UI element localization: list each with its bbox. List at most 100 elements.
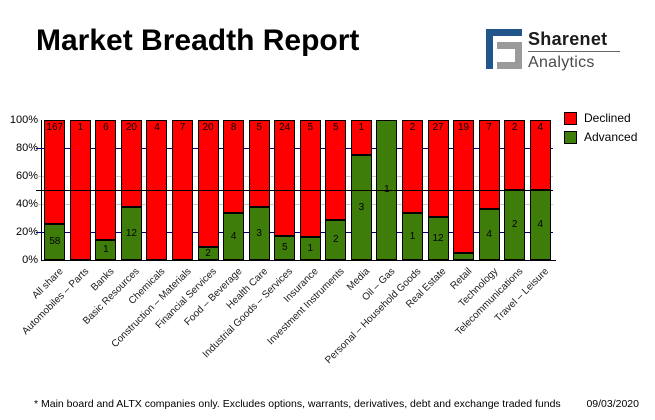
declined-count-label: 4 bbox=[154, 122, 160, 133]
declined-segment: 7 bbox=[478, 120, 500, 209]
declined-count-label: 5 bbox=[256, 122, 262, 133]
advanced-count-label: 2 bbox=[511, 219, 518, 230]
logo-tagline: Analytics bbox=[528, 54, 595, 71]
declined-count-label: 20 bbox=[202, 122, 214, 133]
advanced-segment: 4 bbox=[529, 190, 551, 260]
advanced-count-label: 4 bbox=[230, 230, 237, 242]
declined-segment: 5 bbox=[248, 120, 270, 207]
declined-count-label: 6 bbox=[103, 122, 109, 133]
advanced-count-label: 2 bbox=[205, 247, 211, 259]
legend-item: Declined bbox=[564, 111, 637, 125]
gridline-20 bbox=[42, 232, 553, 233]
advanced-segment: 5 bbox=[274, 236, 296, 260]
advanced-segment: 2 bbox=[325, 220, 347, 260]
gridline-60 bbox=[42, 176, 553, 177]
advanced-count-label: 1 bbox=[409, 230, 416, 242]
declined-count-label: 4 bbox=[537, 122, 543, 133]
declined-count-label: 1 bbox=[358, 122, 365, 133]
advanced-count-label: 1 bbox=[377, 185, 396, 195]
page-title: Market Breadth Report bbox=[36, 24, 360, 57]
bar-group: 167 58 bbox=[44, 120, 66, 260]
declined-count-label: 8 bbox=[230, 122, 237, 133]
bar-group: 27 12 bbox=[427, 120, 449, 260]
legend-swatch-declined bbox=[564, 111, 577, 125]
advanced-segment: 3 bbox=[248, 207, 270, 260]
advanced-segment bbox=[453, 253, 475, 260]
advanced-count-label: 1 bbox=[307, 242, 314, 254]
logo-gray-shape bbox=[497, 42, 522, 69]
advanced-count-label: 2 bbox=[333, 234, 339, 245]
y-axis-tick-label: 20% bbox=[15, 226, 38, 238]
chart-legend: Declined Advanced bbox=[564, 111, 637, 149]
advanced-segment: 2 bbox=[504, 190, 526, 260]
advanced-segment: 4 bbox=[478, 209, 500, 260]
declined-segment: 6 bbox=[95, 120, 117, 240]
declined-count-label: 20 bbox=[125, 122, 137, 133]
declined-count-label: 2 bbox=[409, 122, 416, 133]
advanced-segment: 1 bbox=[401, 213, 423, 260]
declined-segment: 24 bbox=[274, 120, 296, 236]
declined-count-label: 1 bbox=[77, 122, 84, 133]
declined-count-label: 5 bbox=[333, 122, 339, 133]
advanced-segment: 12 bbox=[427, 217, 449, 260]
advanced-count-label: 12 bbox=[125, 227, 137, 239]
bar-group: 19 bbox=[453, 120, 475, 260]
declined-count-label: 19 bbox=[458, 122, 470, 133]
legend-item: Advanced bbox=[564, 130, 637, 144]
y-axis-tick bbox=[36, 148, 42, 149]
declined-count-label: 2 bbox=[511, 122, 518, 133]
declined-segment: 5 bbox=[299, 120, 321, 237]
declined-count-label: 7 bbox=[179, 122, 186, 133]
bar-group: 20 2 bbox=[197, 120, 219, 260]
declined-segment: 20 bbox=[120, 120, 142, 207]
declined-count-label: 5 bbox=[307, 122, 314, 133]
declined-segment: 4 bbox=[529, 120, 551, 190]
declined-segment: 2 bbox=[504, 120, 526, 190]
advanced-segment: 1 bbox=[95, 240, 117, 260]
logo-text: Sharenet Analytics bbox=[528, 30, 628, 71]
logo-blue-shape bbox=[486, 29, 522, 69]
advanced-count-label: 3 bbox=[358, 201, 365, 213]
advanced-segment: 12 bbox=[120, 207, 142, 260]
advanced-count-label: 4 bbox=[486, 228, 492, 240]
legend-label: Advanced bbox=[584, 130, 638, 144]
declined-segment: 20 bbox=[197, 120, 219, 247]
bar-group: 20 12 bbox=[120, 120, 142, 260]
declined-segment: 27 bbox=[427, 120, 449, 217]
y-axis-tick bbox=[36, 232, 42, 233]
y-axis-tick-label: 60% bbox=[15, 170, 38, 182]
declined-count-label: 167 bbox=[46, 122, 64, 133]
gridline-40 bbox=[42, 204, 553, 205]
x-axis-line bbox=[41, 260, 556, 261]
advanced-count-label: 12 bbox=[432, 232, 444, 244]
gridline-80 bbox=[42, 148, 553, 149]
advanced-count-label: 4 bbox=[537, 219, 543, 230]
advanced-segment: 3 bbox=[350, 155, 372, 260]
legend-swatch-advanced bbox=[564, 130, 577, 144]
advanced-segment: 4 bbox=[223, 213, 245, 260]
bar-group: 24 5 bbox=[274, 120, 296, 260]
advanced-segment: 2 bbox=[197, 247, 219, 260]
advanced-count-label: 3 bbox=[256, 227, 262, 239]
sharenet-logo: Sharenet Analytics bbox=[486, 29, 636, 73]
legend-label: Declined bbox=[584, 111, 631, 125]
declined-segment: 19 bbox=[453, 120, 475, 253]
declined-segment: 1 bbox=[350, 120, 372, 155]
declined-segment: 5 bbox=[325, 120, 347, 220]
declined-count-label: 7 bbox=[486, 122, 492, 133]
logo-name: Sharenet bbox=[528, 29, 608, 49]
advanced-segment: 1 bbox=[299, 237, 321, 260]
fifty-percent-reference-line bbox=[36, 190, 553, 191]
y-axis-tick bbox=[36, 176, 42, 177]
declined-segment: 167 bbox=[44, 120, 66, 224]
declined-count-label: 27 bbox=[432, 122, 444, 133]
advanced-count-label: 5 bbox=[281, 242, 288, 253]
declined-segment: 8 bbox=[223, 120, 245, 213]
